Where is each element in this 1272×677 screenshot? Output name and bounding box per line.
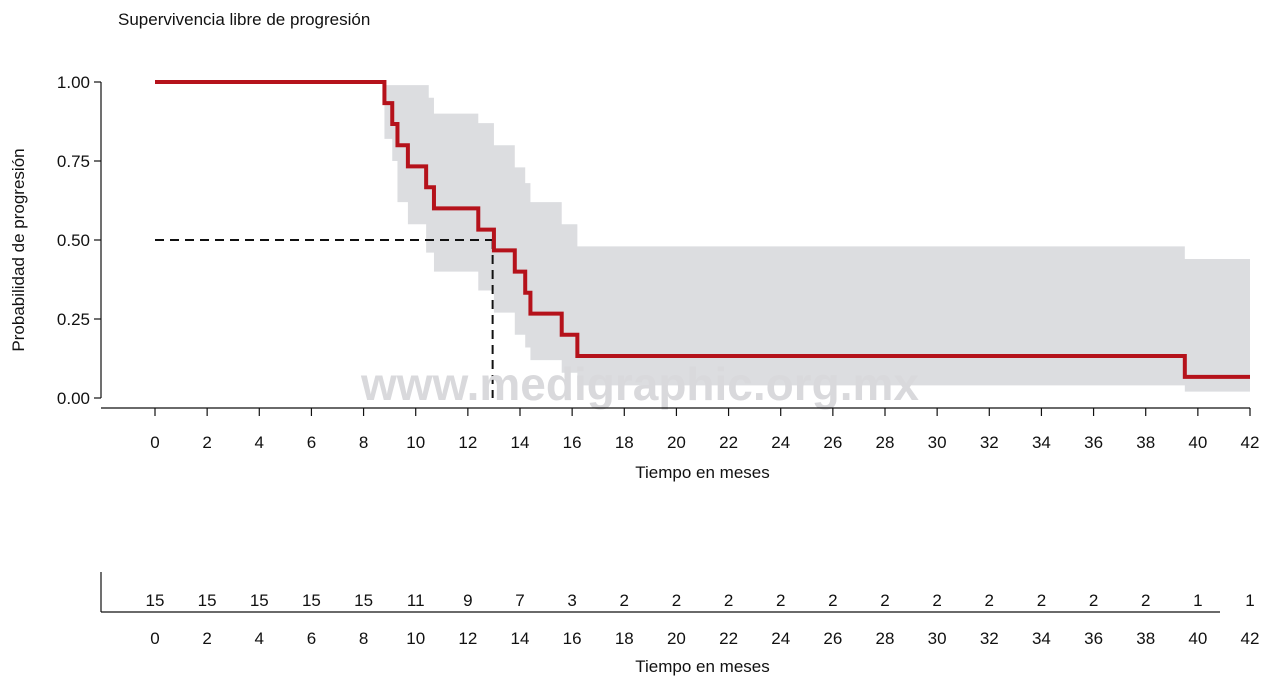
risk-at-risk-count: 2 — [776, 591, 785, 610]
risk-at-risk-count: 15 — [146, 591, 165, 610]
risk-time-label: 4 — [255, 629, 264, 648]
risk-at-risk-count: 2 — [880, 591, 889, 610]
risk-at-risk-count: 9 — [463, 591, 472, 610]
confidence-band — [155, 82, 1250, 392]
x-tick-label: 18 — [615, 433, 634, 452]
y-tick-label: 0.50 — [57, 231, 90, 250]
risk-time-label: 0 — [150, 629, 159, 648]
x-tick-label: 28 — [876, 433, 895, 452]
x-tick-label: 24 — [771, 433, 790, 452]
watermark: www.medigraphic.org.mx — [360, 358, 919, 410]
risk-at-risk-count: 1 — [1193, 591, 1202, 610]
risk-time-label: 18 — [615, 629, 634, 648]
x-tick-label: 12 — [458, 433, 477, 452]
y-tick-label: 1.00 — [57, 73, 90, 92]
risk-time-label: 8 — [359, 629, 368, 648]
risk-at-risk-count: 2 — [724, 591, 733, 610]
risk-time-label: 30 — [928, 629, 947, 648]
axes: 0.00 0.25 0.50 0.75 1.00 Probabilidad de prog… — [9, 73, 1259, 482]
x-tick-label: 16 — [563, 433, 582, 452]
risk-time-label: 34 — [1032, 629, 1051, 648]
x-axis-title: Tiempo en meses — [635, 463, 769, 482]
x-tick-label: 4 — [255, 433, 264, 452]
risk-time-label: 42 — [1241, 629, 1260, 648]
risk-at-risk-count: 7 — [515, 591, 524, 610]
risk-table-x-title: Tiempo en meses — [635, 657, 769, 676]
x-tick-label: 36 — [1084, 433, 1103, 452]
x-tick-label: 0 — [150, 433, 159, 452]
x-tick-label: 14 — [511, 433, 530, 452]
risk-time-label: 2 — [202, 629, 211, 648]
x-tick-label: 26 — [823, 433, 842, 452]
risk-at-risk-count: 2 — [672, 591, 681, 610]
risk-at-risk-count: 15 — [198, 591, 217, 610]
risk-at-risk-count: 11 — [407, 591, 425, 610]
risk-time-label: 10 — [406, 629, 425, 648]
x-tick-label: 10 — [406, 433, 425, 452]
x-tick-label: 20 — [667, 433, 686, 452]
risk-time-label: 32 — [980, 629, 999, 648]
x-tick-label: 8 — [359, 433, 368, 452]
chart-title: Supervivencia libre de progresión — [118, 10, 371, 29]
risk-at-risk-count: 2 — [1141, 591, 1150, 610]
risk-time-label: 38 — [1136, 629, 1155, 648]
risk-at-risk-count: 2 — [932, 591, 941, 610]
risk-time-label: 26 — [823, 629, 842, 648]
x-tick-label: 42 — [1241, 433, 1260, 452]
plot-area — [155, 80, 1250, 398]
risk-time-label: 6 — [307, 629, 316, 648]
x-tick-label: 34 — [1032, 433, 1051, 452]
x-tick-label: 22 — [719, 433, 738, 452]
risk-time-label: 28 — [876, 629, 895, 648]
risk-time-label: 16 — [563, 629, 582, 648]
x-tick-label: 2 — [202, 433, 211, 452]
risk-time-label: 22 — [719, 629, 738, 648]
risk-at-risk-count: 2 — [985, 591, 994, 610]
risk-at-risk-count: 15 — [354, 591, 373, 610]
risk-at-risk-count: 1 — [1245, 591, 1254, 610]
risk-at-risk-count: 2 — [828, 591, 837, 610]
risk-at-risk-count: 3 — [567, 591, 576, 610]
risk-time-label: 14 — [511, 629, 530, 648]
risk-time-label: 24 — [771, 629, 790, 648]
risk-at-risk-count: 2 — [1089, 591, 1098, 610]
y-tick-label: 0.25 — [57, 310, 90, 329]
risk-time-label: 36 — [1084, 629, 1103, 648]
x-tick-label: 40 — [1188, 433, 1207, 452]
risk-time-label: 20 — [667, 629, 686, 648]
x-tick-label: 32 — [980, 433, 999, 452]
x-tick-label: 30 — [928, 433, 947, 452]
x-tick-label: 6 — [307, 433, 316, 452]
risk-at-risk-count: 15 — [250, 591, 269, 610]
survival-curve — [155, 80, 1250, 379]
risk-table: 1501521541561581110912714316218220222224… — [100, 572, 1260, 676]
risk-time-label: 12 — [458, 629, 477, 648]
risk-time-label: 40 — [1188, 629, 1207, 648]
risk-at-risk-count: 2 — [620, 591, 629, 610]
y-tick-label: 0.00 — [57, 389, 90, 408]
y-axis-title: Probabilidad de progresión — [9, 148, 28, 351]
x-tick-label: 38 — [1136, 433, 1155, 452]
risk-at-risk-count: 15 — [302, 591, 321, 610]
y-tick-label: 0.75 — [57, 152, 90, 171]
risk-at-risk-count: 2 — [1037, 591, 1046, 610]
